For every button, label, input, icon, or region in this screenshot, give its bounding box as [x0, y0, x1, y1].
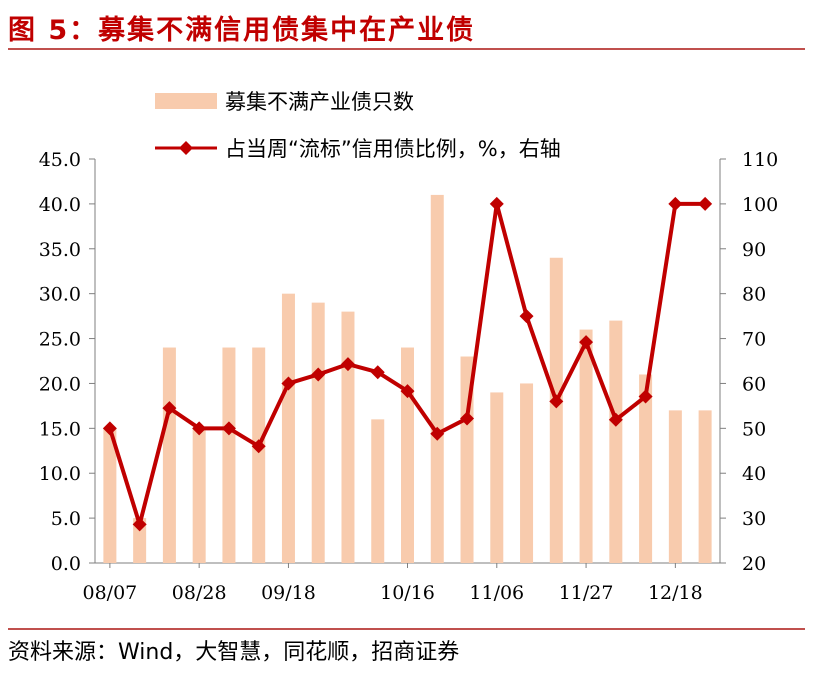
bar [252, 347, 266, 563]
line-point [340, 357, 355, 372]
line-point [281, 376, 296, 391]
bar [311, 302, 325, 563]
x-axis-tick-label: 12/18 [648, 582, 703, 604]
line-point [608, 412, 623, 427]
right-axis-tick-label: 30 [742, 508, 766, 530]
line-point [251, 439, 266, 454]
left-axis-tick-label: 35.0 [39, 239, 81, 261]
figure-title: 图 5：募集不满信用债集中在产业债 [8, 15, 476, 46]
bar [668, 410, 682, 563]
right-axis-tick-label: 60 [742, 373, 766, 395]
line-point [698, 196, 713, 211]
left-axis-tick-label: 40.0 [39, 194, 81, 216]
left-axis-tick-label: 25.0 [39, 329, 81, 351]
bar [639, 374, 653, 563]
bar [430, 194, 444, 563]
x-axis-tick-label: 10/16 [380, 582, 435, 604]
left-axis-tick-label: 30.0 [39, 284, 81, 306]
line-point [519, 309, 534, 324]
line-point [370, 365, 385, 380]
right-axis-tick-label: 90 [742, 239, 766, 261]
source-note: 资料来源：Wind，大智慧，同花顺，招商证券 [8, 640, 460, 665]
source-divider [8, 628, 805, 630]
bar [281, 293, 295, 563]
line-point [638, 389, 653, 404]
bar-series [103, 194, 712, 563]
combo-chart: 募集不满产业债只数 占当周“流标”信用债比例，%，右轴 0.0 5.0 10.0 15… [39, 90, 779, 604]
title-divider [8, 48, 805, 50]
line-point [460, 411, 475, 426]
legend-line-label: 占当周“流标”信用债比例，%，右轴 [225, 137, 561, 161]
bar [133, 518, 147, 563]
bar [401, 347, 414, 563]
line-point [668, 196, 683, 211]
bar [371, 419, 385, 563]
right-axis-tick-label: 80 [742, 284, 766, 306]
bar [579, 329, 593, 563]
x-axis-tick-label: 08/07 [82, 582, 137, 604]
legend-bar-label: 募集不满产业债只数 [225, 90, 414, 114]
bar [490, 392, 504, 563]
bar [549, 257, 563, 563]
x-axis-tick-label: 11/06 [469, 582, 524, 604]
chart-legend: 募集不满产业债只数 占当周“流标”信用债比例，%，右轴 [155, 90, 561, 161]
right-axis-tick-label: 50 [742, 418, 766, 440]
right-axis-tick-label: 40 [742, 463, 766, 485]
legend-bar-swatch [155, 93, 217, 109]
x-axis-tick-label: 11/27 [559, 582, 614, 604]
right-axis-tick-label: 110 [742, 149, 778, 171]
bar [162, 347, 176, 563]
bar [520, 383, 534, 563]
line-point [579, 335, 594, 350]
x-axis-tick-label: 09/18 [261, 582, 316, 604]
left-axis-tick-label: 0.0 [51, 553, 81, 575]
line-point [489, 196, 504, 211]
bar [341, 311, 355, 563]
line-point [400, 384, 415, 399]
line-point [221, 421, 236, 436]
right-axis-tick-label: 20 [742, 553, 766, 575]
right-axis-tick-label: 100 [742, 194, 778, 216]
left-axis-tick-label: 20.0 [39, 373, 81, 395]
chart-axes: 0.0 5.0 10.0 15.0 20.0 25.0 30.0 35.0 40.0 45.0 20… [39, 149, 779, 604]
left-axis-tick-label: 15.0 [39, 418, 81, 440]
right-axis-tick-label: 70 [742, 329, 766, 351]
line-point [311, 367, 326, 382]
bar [192, 428, 206, 563]
bar [609, 320, 623, 563]
left-axis-tick-label: 5.0 [51, 508, 81, 530]
left-axis-tick-label: 10.0 [39, 463, 81, 485]
bar [698, 410, 712, 563]
legend-line-marker [179, 141, 193, 155]
line-point [549, 394, 564, 409]
x-axis-tick-label: 08/28 [172, 582, 227, 604]
line-point [192, 421, 207, 436]
bar [222, 347, 236, 563]
line-point [430, 426, 445, 441]
bar [103, 428, 117, 563]
line-point [132, 517, 147, 532]
line-point [102, 421, 117, 436]
line-point [162, 401, 177, 416]
left-axis-tick-label: 45.0 [39, 149, 81, 171]
line-series [102, 196, 713, 532]
